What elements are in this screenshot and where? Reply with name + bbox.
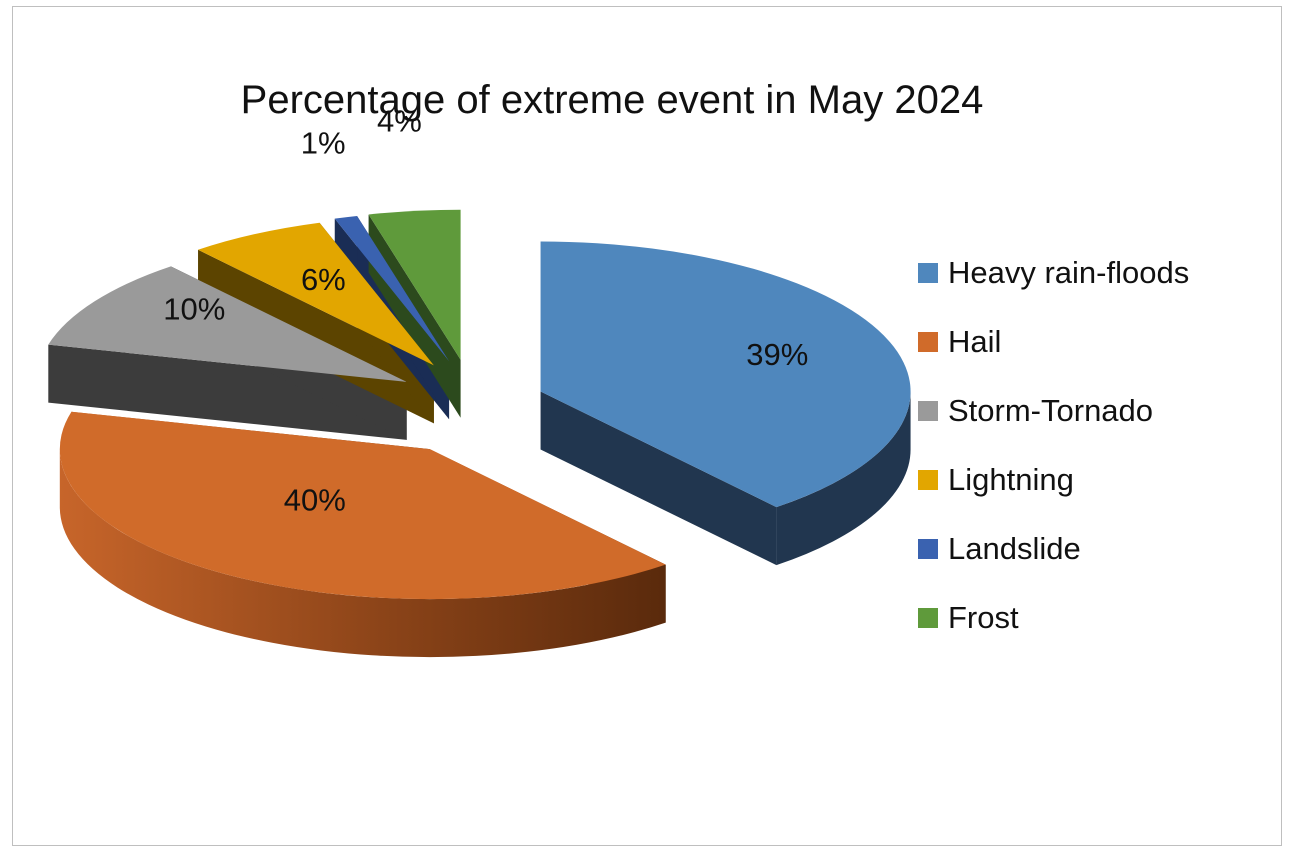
legend-swatch-5 [918,607,938,628]
pie-slice-1 [59,411,666,600]
legend-label-5: Frost [948,599,1019,635]
legend-label-4: Landslide [948,530,1081,566]
legend-swatch-0 [918,262,938,283]
legend-swatch-2 [918,400,938,421]
pie-slice-2 [48,266,407,382]
data-label-2: 10% [163,291,225,326]
legend-swatch-1 [918,331,938,352]
legend-item-1: Hail [918,307,1189,376]
pie-slice-3 [198,222,434,366]
legend-item-4: Landslide [918,514,1189,583]
legend-item-5: Frost [918,583,1189,652]
legend-label-1: Hail [948,323,1002,359]
data-label-0: 39% [746,337,808,372]
chart-title: Percentage of extreme event in May 2024 [240,78,984,122]
pie-slice-4 [334,215,450,362]
legend-label-0: Heavy rain-floods [948,254,1190,290]
pie-chart: 39% 40% 10% 6% 1% 4% [48,103,911,658]
data-label-3: 6% [301,262,346,297]
pie-slice-0 [540,241,911,508]
pie-slice-5 [368,209,461,360]
legend-item-2: Storm-Tornado [918,376,1189,445]
legend-label-3: Lightning [948,461,1074,497]
data-label-1: 40% [284,483,346,518]
legend-label-2: Storm-Tornado [948,392,1154,428]
pie-slice-side-0 [540,391,911,566]
legend-item-0: Heavy rain-floods [918,238,1189,307]
legend-swatch-4 [918,538,938,559]
legend-swatch-3 [918,469,938,490]
legend-item-3: Lightning [918,445,1189,514]
data-label-5: 4% [377,103,422,138]
data-label-4: 1% [301,126,346,161]
chart-legend: Heavy rain-floods Hail Storm-Tornado Lightn… [918,238,1189,652]
